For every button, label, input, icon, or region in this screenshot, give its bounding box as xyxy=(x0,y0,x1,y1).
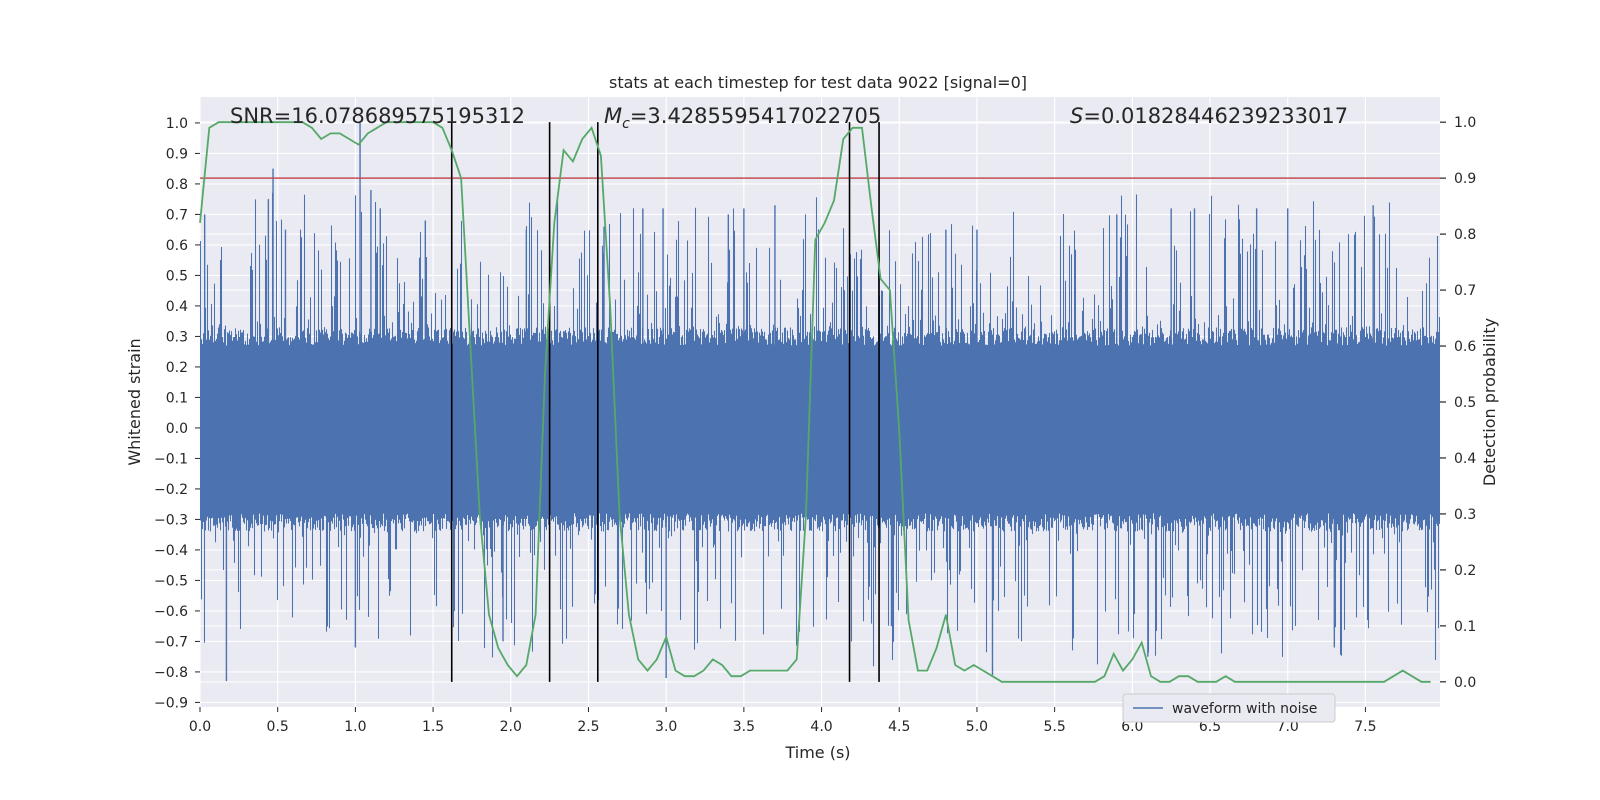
y-right-tick-label-5: 0.5 xyxy=(1454,395,1476,411)
y-left-tick-label-15: −0.5 xyxy=(154,573,188,589)
y-left-tick-label-12: −0.2 xyxy=(154,482,188,498)
y-right-axis-ticks: 1.0 0.9 0.8 0.7 0.6 0.5 0.4 0.3 0.2 0.1 0.0 xyxy=(1440,115,1476,691)
legend: waveform with noise xyxy=(1122,693,1336,723)
x-tick-label-6: 3.0 xyxy=(655,719,677,735)
x-tick-label-10: 5.0 xyxy=(966,719,988,735)
x-tick-label-4: 2.0 xyxy=(500,719,522,735)
strain-series xyxy=(199,122,1441,682)
y-left-tick-label-1: 0.9 xyxy=(166,146,188,162)
x-tick-label-3: 1.5 xyxy=(422,719,444,735)
y-left-tick-label-10: 0.0 xyxy=(166,421,188,437)
vertical-lines xyxy=(450,122,880,682)
x-tick-label-2: 1.0 xyxy=(344,719,366,735)
y-left-axis-label: Whitened strain xyxy=(125,338,144,465)
y-left-tick-label-7: 0.3 xyxy=(166,329,188,345)
x-tick-label-0: 0.0 xyxy=(189,719,211,735)
y-right-tick-label-1: 0.9 xyxy=(1454,171,1476,187)
y-right-tick-label-6: 0.4 xyxy=(1454,451,1476,467)
y-left-tick-label-13: −0.3 xyxy=(154,512,188,528)
x-axis-ticks: 0.0 0.5 1.0 1.5 2.0 2.5 3.0 3.5 4.0 4.5 5.0 5.5 6.0 6… xyxy=(189,707,1377,735)
x-tick-label-1: 0.5 xyxy=(267,719,289,735)
y-left-tick-label-18: −0.8 xyxy=(154,665,188,681)
x-tick-label-9: 4.5 xyxy=(888,719,910,735)
y-left-tick-label-11: −0.1 xyxy=(154,451,188,467)
x-axis-label: Time (s) xyxy=(784,743,850,762)
y-left-tick-label-4: 0.6 xyxy=(166,238,188,254)
s-annotation: S=0.01828446239233017 xyxy=(1070,104,1348,128)
y-left-tick-label-19: −0.9 xyxy=(154,695,188,711)
y-right-tick-label-9: 0.1 xyxy=(1454,619,1476,635)
x-tick-label-12: 6.0 xyxy=(1121,719,1143,735)
y-left-tick-label-14: −0.4 xyxy=(154,543,188,559)
y-right-axis-label: Detection probability xyxy=(1480,318,1499,486)
legend-box xyxy=(1122,693,1336,723)
y-left-tick-label-3: 0.7 xyxy=(166,207,188,223)
probability-line xyxy=(199,121,1431,683)
y-left-tick-label-9: 0.1 xyxy=(166,390,188,406)
y-right-tick-label-3: 0.7 xyxy=(1454,283,1476,299)
x-tick-label-11: 5.5 xyxy=(1044,719,1066,735)
y-left-tick-label-17: −0.7 xyxy=(154,634,188,650)
y-right-tick-label-4: 0.6 xyxy=(1454,339,1476,355)
y-right-tick-label-7: 0.3 xyxy=(1454,507,1476,523)
y-left-tick-label-2: 0.8 xyxy=(166,177,188,193)
y-left-tick-label-0: 1.0 xyxy=(166,116,188,132)
y-left-tick-label-5: 0.5 xyxy=(166,268,188,284)
chart-title: stats at each timestep for test data 902… xyxy=(609,73,1027,92)
mc-annotation: Mc=3.4285595417022705 xyxy=(604,104,881,132)
snr-annotation: SNR=16.078689575195312 xyxy=(230,104,525,128)
legend-label-waveform: waveform with noise xyxy=(1172,701,1317,717)
y-left-tick-label-16: −0.6 xyxy=(154,604,188,620)
y-right-tick-label-2: 0.8 xyxy=(1454,227,1476,243)
x-tick-label-15: 7.5 xyxy=(1354,719,1376,735)
x-tick-label-5: 2.5 xyxy=(577,719,599,735)
x-tick-label-13: 6.5 xyxy=(1199,719,1221,735)
waveform-band xyxy=(200,345,1440,514)
y-left-axis-ticks: 1.0 0.9 0.8 0.7 0.6 0.5 0.4 0.3 0.2 0.1 0.0 −0.1 −0.… xyxy=(154,116,200,711)
y-right-tick-label-10: 0.0 xyxy=(1454,675,1476,691)
y-right-tick-label-0: 1.0 xyxy=(1454,115,1476,131)
x-tick-label-8: 4.0 xyxy=(810,719,832,735)
x-tick-label-14: 7.0 xyxy=(1277,719,1299,735)
y-left-tick-label-8: 0.2 xyxy=(166,360,188,376)
x-tick-label-7: 3.5 xyxy=(733,719,755,735)
y-right-tick-label-8: 0.2 xyxy=(1454,563,1476,579)
probability-series xyxy=(199,121,1431,683)
y-left-tick-label-6: 0.4 xyxy=(166,299,188,315)
